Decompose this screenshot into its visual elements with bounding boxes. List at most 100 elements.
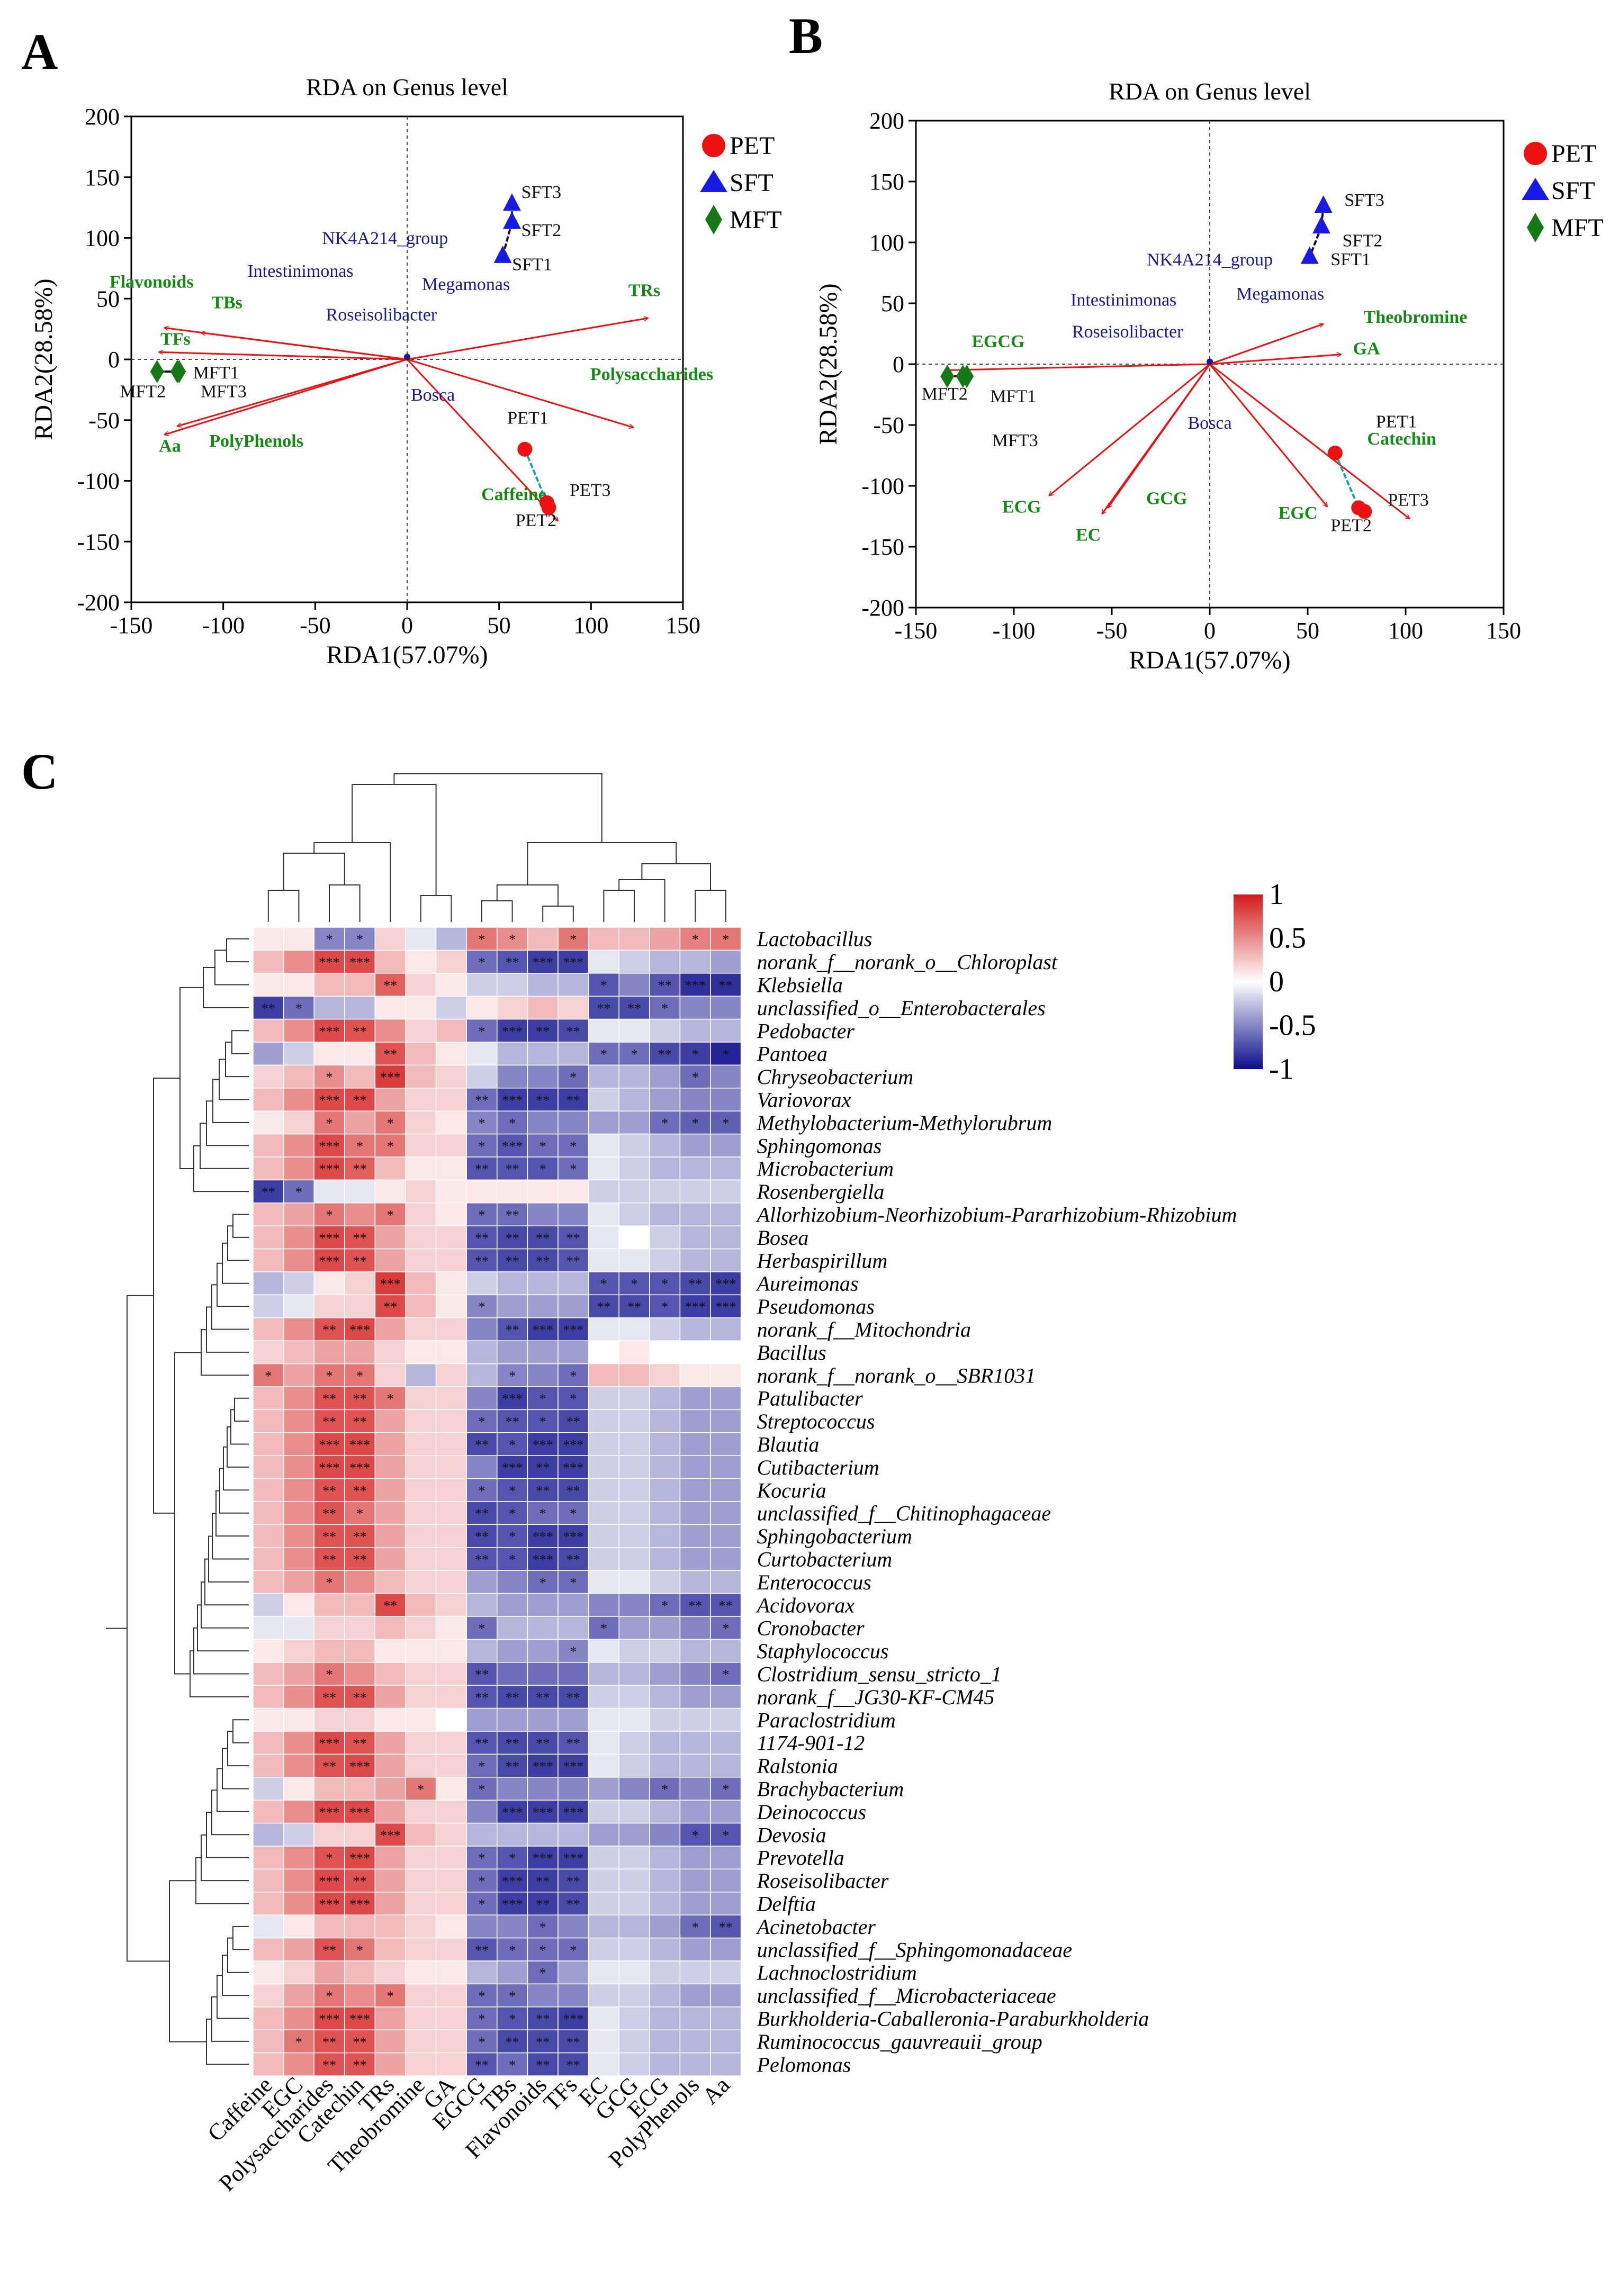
- heatmap-cell: [588, 1892, 619, 1915]
- heatmap-cell: [497, 2029, 528, 2054]
- heatmap-cell: [710, 950, 742, 974]
- significance-mark: *: [509, 1552, 516, 1568]
- heatmap-cell: [253, 2006, 284, 2030]
- heatmap-cell: [466, 1386, 498, 1411]
- legend-label: SFT: [730, 169, 773, 197]
- significance-mark: **: [383, 1299, 397, 1315]
- env-vector-arrow: [1209, 324, 1324, 365]
- significance-mark: *: [570, 1138, 577, 1154]
- heatmap-cell: [649, 1432, 681, 1456]
- heatmap-cell: [710, 1088, 742, 1111]
- heatmap-cell: [679, 1524, 711, 1548]
- heatmap-cell: [710, 1386, 742, 1411]
- heatmap-cell: [405, 1731, 437, 1755]
- heatmap-cell: [679, 2006, 711, 2030]
- heatmap-cell: [497, 1593, 528, 1617]
- heatmap-cell: [649, 2052, 681, 2076]
- heatmap-cell: [710, 1800, 742, 1824]
- significance-mark: *: [539, 1966, 546, 1981]
- heatmap-cell: [588, 1225, 619, 1250]
- row-label: Methylobacterium-Methylorubrum: [757, 1111, 1053, 1135]
- significance-mark: *: [326, 1575, 333, 1590]
- heatmap-cell: [253, 1914, 284, 1939]
- heatmap-cell: [405, 1110, 437, 1135]
- row-label: Lactobacillus: [757, 927, 873, 951]
- heatmap-cell: [679, 1363, 711, 1387]
- heatmap-cell: [466, 1616, 498, 1640]
- heatmap-cell: [588, 1753, 619, 1778]
- heatmap-cell: [374, 1639, 406, 1663]
- heatmap-cell: [313, 2052, 345, 2076]
- heatmap-cell: [710, 1317, 742, 1341]
- significance-mark: ***: [319, 1024, 340, 1039]
- row-label: unclassified_f__Chitinophagaceae: [757, 1502, 1051, 1525]
- heatmap-cell: [313, 996, 345, 1020]
- env-vector-arrow: [1049, 363, 1210, 495]
- heatmap-cell: [253, 927, 284, 951]
- heatmap-cell: [313, 1868, 345, 1893]
- significance-mark: *: [479, 1851, 485, 1866]
- row-label: Delftia: [757, 1892, 816, 1916]
- heatmap-cell: [344, 1501, 376, 1525]
- significance-mark: **: [506, 1162, 519, 1177]
- y-tick-label: -100: [861, 473, 904, 499]
- heatmap-cell: [588, 1432, 619, 1456]
- heatmap-cell: [283, 1248, 314, 1272]
- row-label: Burkholderia-Caballeronia-Paraburkholder…: [757, 2007, 1149, 2031]
- heatmap-cell: [313, 1455, 345, 1479]
- row-label: unclassified_f__Microbacteriaceae: [757, 1984, 1056, 2008]
- heatmap-cell: [283, 1340, 314, 1364]
- row-label: Bosea: [757, 1226, 809, 1250]
- heatmap-cell: [374, 1340, 406, 1364]
- heatmap-cell: [405, 1753, 437, 1778]
- heatmap-panel-c: * * * * * * * Lactobacillus*** *** * ** *** *** noran…: [106, 773, 1316, 2196]
- significance-mark: ***: [563, 1529, 583, 1544]
- significance-mark: **: [506, 1253, 519, 1269]
- heatmap-cell: [405, 1616, 437, 1640]
- heatmap-cell: [313, 1822, 345, 1847]
- significance-mark: **: [383, 978, 397, 993]
- heatmap-cell: [435, 1179, 467, 1204]
- significance-mark: ***: [502, 1897, 523, 1912]
- heatmap-cell: [374, 2052, 406, 2076]
- significance-mark: *: [509, 2012, 516, 2027]
- heatmap-cell: [313, 1203, 345, 1226]
- heatmap-cell: [557, 1777, 589, 1801]
- heatmap-cell: [435, 1225, 467, 1250]
- heatmap-cell: [253, 1271, 284, 1296]
- row-label: Herbaspirillum: [757, 1249, 888, 1272]
- significance-mark: **: [536, 2012, 550, 2027]
- row-label: Blautia: [757, 1433, 820, 1457]
- heatmap-cell: [283, 1524, 314, 1548]
- heatmap-cell: [283, 1110, 314, 1135]
- significance-mark: **: [353, 1690, 367, 1705]
- heatmap-cell: [405, 1685, 437, 1709]
- heatmap-cell: [253, 1822, 284, 1847]
- heatmap-cell: [710, 1547, 742, 1571]
- significance-mark: **: [566, 1874, 580, 1889]
- heatmap-cell: [466, 1271, 498, 1296]
- significance-mark: **: [536, 1874, 550, 1889]
- row-dendrogram-branch: [214, 950, 249, 986]
- heatmap-cell: [710, 2006, 742, 2030]
- env-vector-arrow: [1209, 363, 1409, 519]
- heatmap-cell: [649, 1110, 681, 1135]
- heatmap-cell: [344, 1156, 376, 1181]
- heatmap-cell: [679, 1616, 711, 1640]
- heatmap-cell: [497, 1524, 528, 1548]
- significance-mark: ***: [380, 1070, 401, 1085]
- heatmap-cell: [344, 1248, 376, 1272]
- heatmap-cell: [313, 1960, 345, 1985]
- heatmap-cell: [435, 1409, 467, 1433]
- heatmap-cell: [435, 1064, 467, 1089]
- heatmap-cell: [527, 1685, 559, 1709]
- heatmap-cell: [466, 1294, 498, 1318]
- heatmap-cell: [557, 2029, 589, 2054]
- significance-mark: **: [475, 1438, 489, 1453]
- significance-mark: **: [566, 1414, 580, 1430]
- heatmap-cell: [679, 1868, 711, 1893]
- column-dendrogram-branch: [641, 863, 711, 890]
- heatmap-cell: [466, 2029, 498, 2054]
- species-label: NK4A214_group: [322, 229, 448, 248]
- column-dendrogram-branch: [329, 884, 361, 922]
